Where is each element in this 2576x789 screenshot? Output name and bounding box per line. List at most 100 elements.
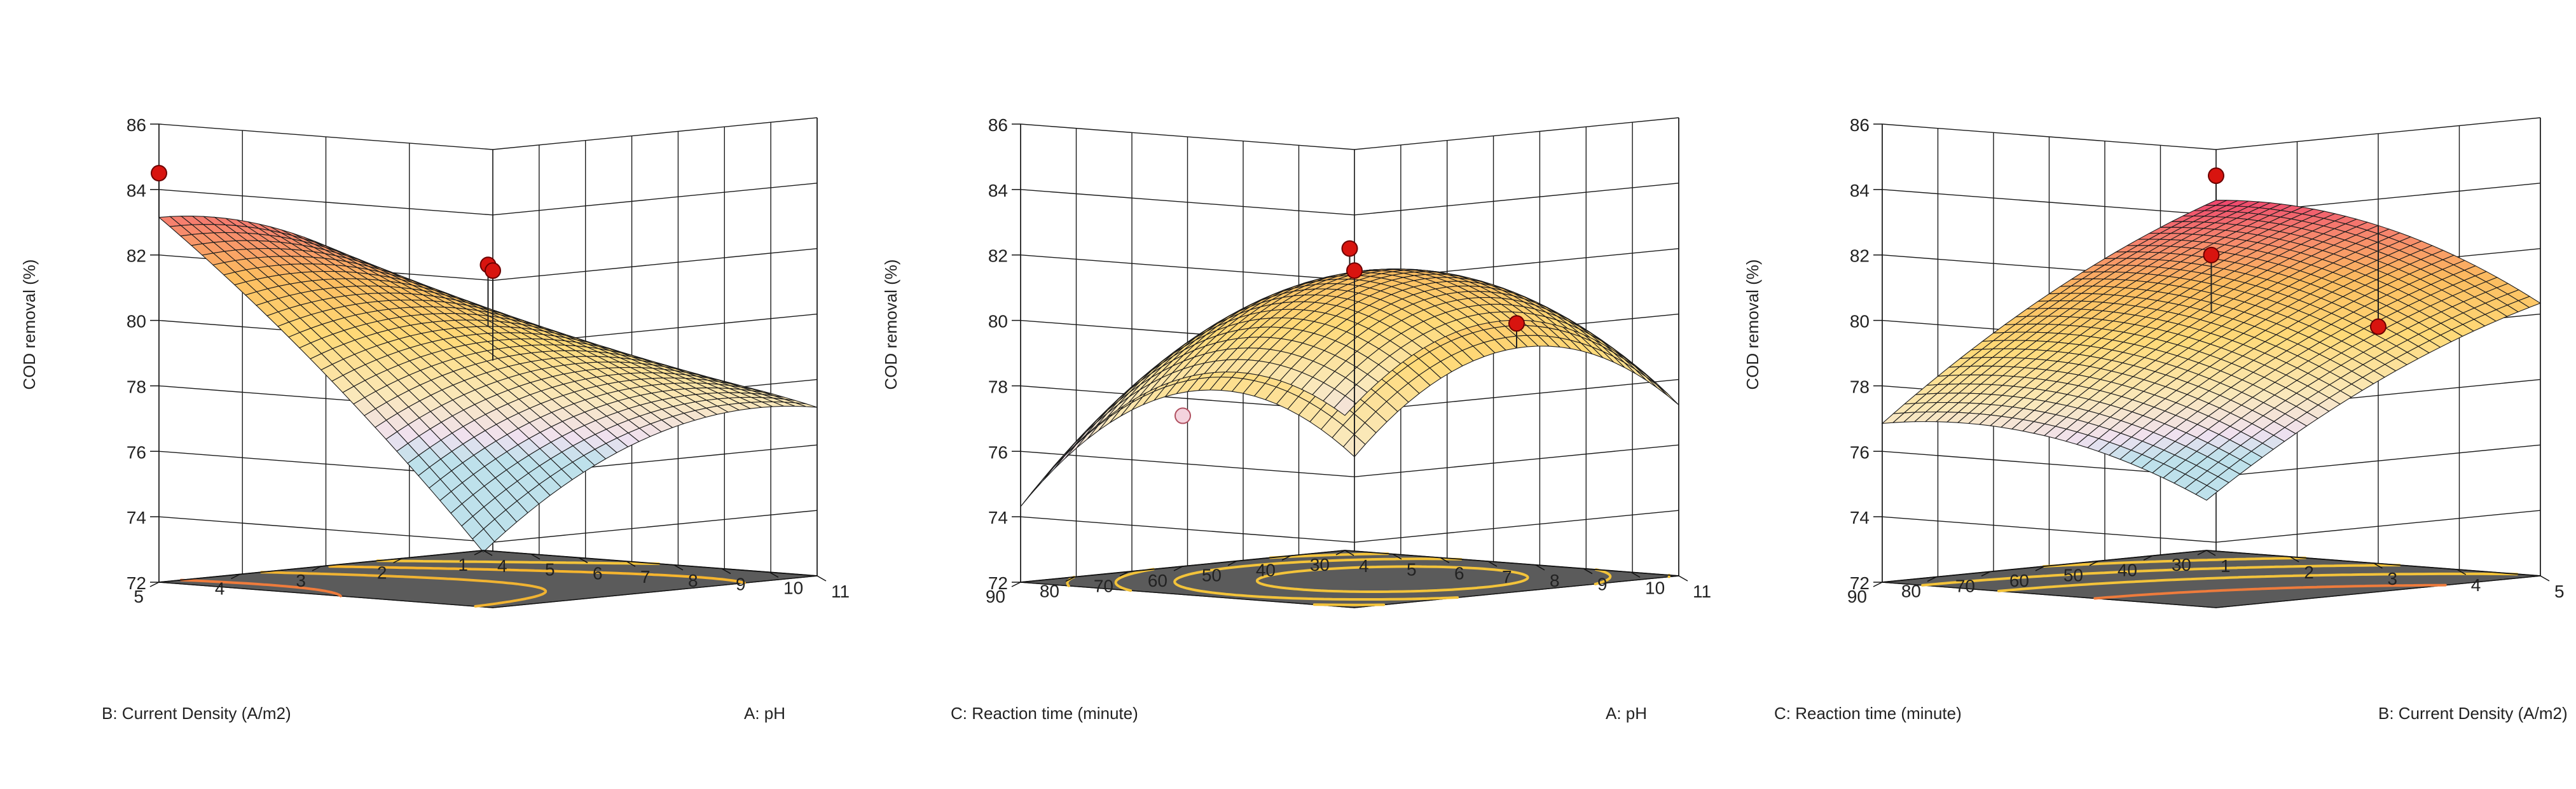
z-tick-label: 84	[1850, 181, 1870, 200]
z-axis-title: COD removal (%)	[881, 259, 900, 389]
z-tick-label: 76	[1850, 442, 1870, 462]
contours-2	[1921, 556, 2519, 600]
surface-mesh-2	[1881, 200, 2542, 501]
right-axis-tick	[1678, 575, 1688, 582]
right-axis-tick	[1392, 554, 1402, 560]
design-point	[2208, 167, 2224, 185]
right-axis-tick-label: 1	[2221, 556, 2231, 576]
z-tick-label: 72	[1850, 573, 1870, 593]
right-axis-tick	[1344, 550, 1354, 556]
left-axis-tick-label: 1	[458, 555, 468, 575]
wall-gridline	[158, 183, 818, 216]
left-axis-tick	[393, 557, 403, 564]
z-tick-label: 82	[1850, 246, 1870, 266]
left-axis-tick	[1335, 550, 1346, 555]
left-axis-tick-label: 80	[1901, 582, 1921, 601]
contour-line	[1997, 572, 2519, 592]
right-axis-tick-label: 5	[1407, 560, 1417, 580]
right-axis-tick-label: 9	[736, 575, 746, 594]
left-axis-tick-label: 2	[377, 563, 387, 583]
left-axis-tick-label: 80	[1040, 582, 1059, 601]
left-axis-tick-label: 5	[134, 587, 144, 606]
points-above-2	[2203, 167, 2387, 335]
wall-gridline	[1882, 510, 2541, 543]
right-axis-tick	[673, 564, 684, 571]
contour-line	[2042, 556, 2307, 568]
left-axis-tick	[1981, 571, 1991, 577]
right-axis-tick-label: 10	[1645, 578, 1665, 597]
z-tick-label: 80	[1850, 312, 1870, 332]
z-tick-label: 84	[988, 181, 1008, 200]
points-above-0	[151, 165, 501, 361]
design-point	[2203, 246, 2220, 263]
right-axis-title: B: Current Density (A/m2)	[2378, 704, 2568, 723]
surface-mesh-0	[158, 215, 818, 553]
right-axis-tick-label: 9	[1597, 575, 1608, 594]
contour-line	[1114, 552, 1670, 606]
z-tick-label: 80	[988, 312, 1008, 332]
contour-line	[1921, 564, 2401, 587]
right-axis-tick	[816, 575, 827, 582]
z-tick-label: 80	[127, 312, 146, 332]
left-axis-tick-label: 50	[2063, 566, 2083, 585]
left-axis-tick-label: 3	[296, 571, 306, 590]
axes-2: 72 74 76 78 80 82 84 86 30 40 50 60 70 80 90 1 2 3 4 5 COD r…	[1743, 115, 2568, 723]
z-tick-label: 86	[127, 115, 146, 135]
z-tick-label: 82	[127, 246, 146, 266]
right-axis-tick-label: 4	[2471, 575, 2481, 595]
z-tick-label: 72	[988, 573, 1008, 593]
right-axis-tick-label: 8	[1550, 571, 1560, 590]
right-axis-title: A: pH	[1606, 704, 1647, 723]
surface-cell	[1333, 395, 1357, 416]
design-point	[1508, 315, 1525, 332]
right-axis-tick	[1630, 571, 1641, 578]
surface-cell	[2195, 485, 2219, 501]
surface-cell	[1076, 425, 1099, 449]
surface-cell	[472, 528, 495, 553]
right-axis-tick-label: 4	[497, 556, 507, 576]
right-axis-tick	[1535, 564, 1545, 571]
surface-plot-2: 72 74 76 78 80 82 84 86 30 40 50 60 70 80 90 4 5 6 7 8 9 10 11…	[862, 0, 1720, 789]
right-axis-title: A: pH	[744, 704, 785, 723]
right-axis-tick	[2456, 569, 2467, 575]
left-axis-tick	[2197, 550, 2207, 555]
z-tick-label: 84	[127, 181, 146, 200]
left-axis-tick-label: 90	[1847, 587, 1867, 606]
left-axis-tick	[1119, 571, 1129, 577]
right-axis-tick-label: 11	[831, 582, 850, 601]
left-axis-tick-label: 90	[986, 587, 1005, 606]
right-axis-tick-label: 7	[1502, 567, 1512, 587]
left-axis-tick	[1065, 576, 1075, 582]
axis-right-line	[483, 550, 818, 576]
left-axis-tick	[1281, 555, 1291, 561]
right-axis-tick-label: 11	[1693, 582, 1711, 601]
left-axis-tick	[149, 582, 160, 587]
right-axis-tick	[2289, 556, 2299, 562]
wall-gridline	[158, 117, 818, 150]
right-axis-tick-label: 10	[783, 578, 803, 597]
right-axis-tick-label: 3	[2388, 569, 2398, 589]
design-point	[151, 165, 167, 182]
left-axis-tick-label: 50	[1202, 566, 1222, 585]
left-axis-tick	[2089, 560, 2099, 566]
wall-gridline	[1882, 117, 2541, 150]
left-axis-tick	[1173, 566, 1183, 571]
left-axis-tick	[1227, 560, 1237, 566]
left-axis-tick	[1873, 582, 1883, 587]
right-axis-tick	[2206, 550, 2216, 556]
wall-gridline	[1020, 183, 1679, 216]
right-axis-tick	[626, 561, 636, 567]
left-axis-tick	[312, 566, 322, 571]
z-tick-label: 74	[1850, 508, 1870, 527]
right-axis-tick	[530, 554, 541, 560]
left-axis-tick	[2143, 555, 2153, 561]
surface-plot-3: 72 74 76 78 80 82 84 86 30 40 50 60 70 80 90 1 2 3 4 5 COD r…	[1723, 0, 2576, 789]
z-tick-label: 82	[988, 246, 1008, 266]
left-axis-title: C: Reaction time (minute)	[951, 704, 1138, 723]
left-axis-tick-label: 70	[1955, 576, 1975, 596]
left-axis-tick-label: 30	[2172, 555, 2191, 575]
z-tick-label: 78	[1850, 377, 1870, 396]
